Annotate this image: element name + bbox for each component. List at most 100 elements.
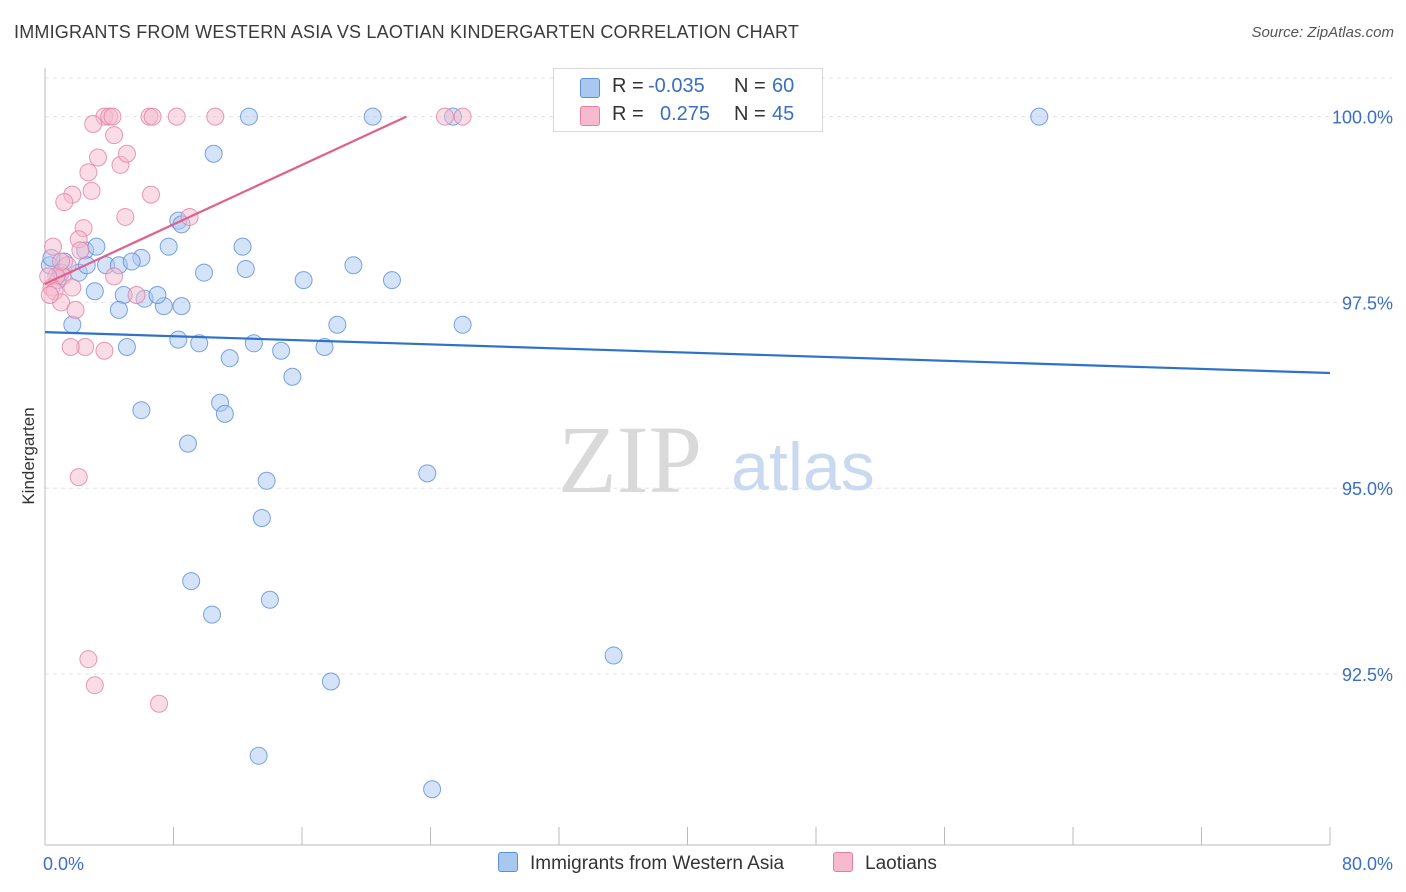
blue-point bbox=[252, 508, 271, 527]
blue-point bbox=[132, 401, 151, 420]
blue-point bbox=[328, 315, 347, 334]
watermark-zip: ZIP bbox=[558, 406, 702, 513]
blue-point bbox=[85, 282, 104, 301]
blue-point bbox=[204, 144, 223, 163]
blue-point bbox=[294, 271, 313, 290]
legend-swatch-pink bbox=[580, 106, 600, 126]
legend-n-label: N = bbox=[734, 75, 766, 97]
y-tick-label: 97.5% bbox=[1342, 293, 1393, 313]
blue-point bbox=[215, 404, 234, 423]
blue-point bbox=[169, 330, 188, 349]
pink-point bbox=[206, 107, 225, 126]
blue-point bbox=[257, 471, 276, 490]
blue-point bbox=[423, 780, 442, 799]
pink-point bbox=[127, 285, 146, 304]
blue-point bbox=[122, 252, 141, 271]
blue-point bbox=[272, 341, 291, 360]
blue-point bbox=[604, 646, 623, 665]
pink-point bbox=[40, 285, 59, 304]
pink-point bbox=[61, 338, 80, 357]
legend-n-label: N = bbox=[734, 103, 766, 125]
blue-point bbox=[236, 259, 255, 278]
correlation-legend: R = -0.035 N = 60 R = 0.275 N = 45 bbox=[553, 68, 823, 132]
pink-point bbox=[143, 107, 162, 126]
legend-n-value-pink: 45 bbox=[772, 103, 795, 125]
grid-layer bbox=[45, 77, 1392, 675]
series-swatch-pink bbox=[833, 852, 853, 872]
pink-point bbox=[85, 676, 104, 695]
blue-point bbox=[220, 349, 239, 368]
legend-n-value-blue: 60 bbox=[772, 75, 795, 97]
pink-point bbox=[79, 163, 98, 182]
pink-point bbox=[117, 144, 136, 163]
blue-point bbox=[63, 315, 82, 334]
legend-row-pink: R = 0.275 N = 45 bbox=[554, 101, 822, 129]
legend-r-label: R = bbox=[612, 75, 644, 97]
pink-point bbox=[95, 341, 114, 360]
x-tick-label: 80.0% bbox=[1342, 854, 1393, 874]
blue-point bbox=[172, 297, 191, 316]
blue-point bbox=[148, 285, 167, 304]
blue-point bbox=[117, 338, 136, 357]
pink-point bbox=[63, 278, 82, 297]
series-legend-pink: Laotians bbox=[833, 852, 937, 876]
blue-point bbox=[418, 464, 437, 483]
trend-layer bbox=[44, 115, 1331, 375]
legend-r-label: R = bbox=[612, 103, 644, 125]
pink-point bbox=[142, 185, 161, 204]
blue-point bbox=[315, 338, 334, 357]
pink-point bbox=[105, 267, 124, 286]
pink-point bbox=[44, 237, 63, 256]
blue-point bbox=[1030, 107, 1049, 126]
pink-point bbox=[82, 181, 101, 200]
blue-point bbox=[195, 263, 214, 282]
y-tick-label: 92.5% bbox=[1342, 665, 1393, 685]
pink-point bbox=[71, 241, 90, 260]
pink-trend-line bbox=[44, 115, 407, 285]
pink-point bbox=[89, 148, 108, 167]
blue-point bbox=[182, 572, 201, 591]
series-label-pink: Laotians bbox=[865, 853, 937, 874]
blue-point bbox=[109, 300, 128, 319]
legend-r-value-pink: 0.275 bbox=[660, 103, 711, 125]
blue-point bbox=[260, 590, 279, 609]
pink-point bbox=[55, 193, 74, 212]
legend-row-blue: R = -0.035 N = 60 bbox=[554, 73, 822, 101]
blue-point bbox=[178, 434, 197, 453]
y-tick-label: 95.0% bbox=[1342, 479, 1393, 499]
legend-swatch-blue bbox=[580, 78, 600, 98]
blue-point bbox=[239, 107, 258, 126]
pink-point bbox=[79, 650, 98, 669]
chart-title: IMMIGRANTS FROM WESTERN ASIA VS LAOTIAN … bbox=[14, 22, 800, 42]
blue-point bbox=[87, 237, 106, 256]
pink-point bbox=[69, 468, 88, 487]
pink-point bbox=[103, 107, 122, 126]
blue-point bbox=[159, 237, 178, 256]
blue-point bbox=[363, 107, 382, 126]
pink-point bbox=[84, 115, 103, 134]
y-axis-label: Kindergarten bbox=[19, 407, 38, 504]
chart-source: Source: ZipAtlas.com bbox=[1251, 24, 1394, 41]
y-tick-label: 100.0% bbox=[1332, 108, 1393, 128]
legend-r-value-blue: -0.035 bbox=[648, 75, 705, 97]
pink-point bbox=[105, 126, 124, 145]
series-swatch-blue bbox=[498, 852, 518, 872]
pink-point bbox=[66, 300, 85, 319]
watermark-atlas: atlas bbox=[731, 429, 875, 505]
blue-point bbox=[190, 334, 209, 353]
blue-point bbox=[344, 256, 363, 275]
pink-point bbox=[167, 107, 186, 126]
pink-point bbox=[453, 107, 472, 126]
blue-point bbox=[453, 315, 472, 334]
blue-point bbox=[321, 672, 340, 691]
pink-point bbox=[52, 252, 71, 271]
axis-layer: 100.0% 97.5% 95.0% 92.5% 0.0% 80.0% bbox=[43, 68, 1393, 874]
x-tick-label: 0.0% bbox=[43, 854, 84, 874]
pink-point bbox=[150, 694, 169, 713]
series-legend-blue: Immigrants from Western Asia bbox=[498, 852, 784, 876]
series-label-blue: Immigrants from Western Asia bbox=[530, 853, 785, 874]
blue-point bbox=[382, 271, 401, 290]
blue-point bbox=[244, 334, 263, 353]
blue-point bbox=[203, 605, 222, 624]
